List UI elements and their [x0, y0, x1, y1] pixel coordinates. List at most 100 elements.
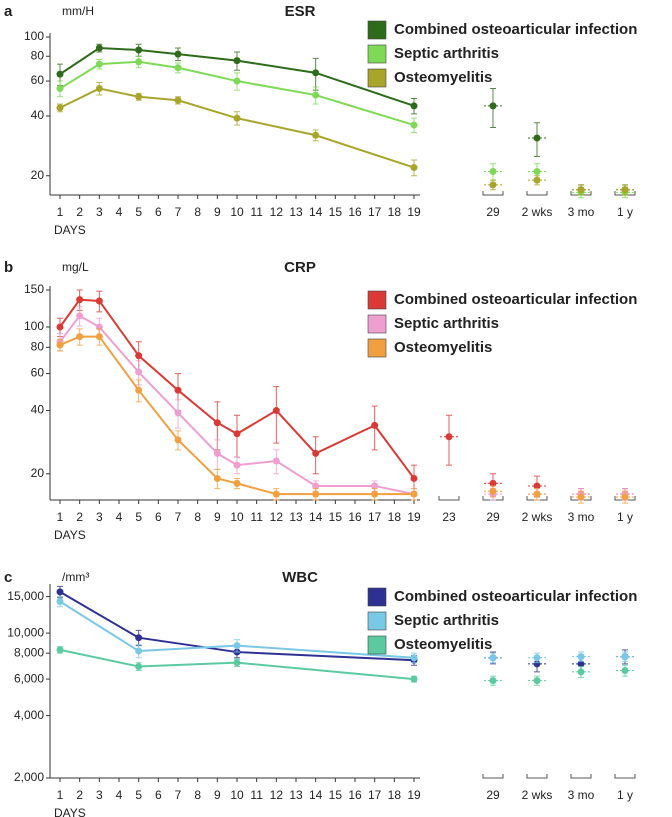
legend-swatch — [367, 20, 387, 40]
followup-point — [533, 134, 541, 142]
panel-label: c — [4, 569, 12, 586]
x-tick-label: 5 — [135, 510, 142, 524]
followup-point — [577, 668, 585, 676]
data-point — [56, 588, 64, 596]
data-point — [56, 70, 64, 78]
x-tick-label: 10 — [230, 205, 244, 219]
y-tick-label: 20 — [31, 466, 45, 480]
chart-title: CRP — [284, 259, 316, 276]
data-point — [312, 482, 320, 490]
followup-point — [533, 677, 541, 685]
followup-point — [621, 667, 629, 675]
chart-title: WBC — [282, 569, 318, 586]
x-tick-label: 11 — [250, 205, 263, 219]
followup-point — [533, 482, 541, 490]
data-point — [135, 46, 143, 54]
series-line — [59, 591, 415, 662]
legend-swatch — [367, 68, 387, 88]
legend-label: Osteomyelitis — [394, 339, 492, 356]
followup-label: 1 y — [617, 205, 633, 219]
followup-bracket — [526, 774, 548, 779]
x-tick-label: 18 — [388, 510, 402, 524]
data-point — [213, 474, 221, 482]
x-tick-label: 5 — [135, 788, 142, 802]
x-tick-label: 9 — [214, 510, 221, 524]
x-tick-label: 3 — [96, 510, 103, 524]
legend-label: Combined osteoarticular infection — [394, 21, 637, 38]
y-tick-label: 4,000 — [14, 708, 44, 722]
followup-label: 1 y — [617, 788, 633, 802]
data-point — [410, 474, 418, 482]
x-tick-label: 1 — [57, 510, 64, 524]
x-tick-label: 2 — [76, 205, 83, 219]
data-point — [135, 386, 143, 394]
x-tick-label: 6 — [155, 788, 162, 802]
x-tick-label: 4 — [116, 510, 123, 524]
x-tick-label: 15 — [329, 788, 343, 802]
x-tick-label: 12 — [270, 788, 284, 802]
error-bar — [273, 386, 280, 444]
legend-swatch — [367, 587, 387, 607]
data-point — [233, 642, 241, 650]
x-tick-label: 14 — [309, 205, 323, 219]
followup-bracket — [614, 774, 636, 779]
legend-label: Osteomyelitis — [394, 636, 492, 653]
data-point — [371, 482, 379, 490]
data-point — [135, 58, 143, 66]
legend-swatch — [367, 338, 387, 358]
x-tick-label: 17 — [368, 510, 382, 524]
followup-point — [489, 102, 497, 110]
data-point — [233, 57, 241, 65]
y-tick-label: 2,000 — [14, 770, 44, 784]
data-point — [56, 598, 64, 606]
data-point — [135, 662, 143, 670]
legend-label: Septic arthritis — [394, 315, 499, 332]
followup-bracket — [482, 774, 504, 779]
x-tick-label: 8 — [194, 205, 201, 219]
data-point — [410, 490, 418, 498]
data-point — [135, 93, 143, 101]
x-tick-label: 16 — [348, 788, 362, 802]
data-point — [312, 131, 320, 139]
followup-point — [489, 487, 497, 495]
y-tick-label: 60 — [31, 366, 45, 380]
data-point — [233, 430, 241, 438]
x-tick-label: 14 — [309, 510, 323, 524]
data-point — [135, 647, 143, 655]
followup-point — [489, 677, 497, 685]
followup-bracket — [482, 191, 504, 196]
y-tick-label: 150 — [24, 282, 44, 296]
data-point — [312, 490, 320, 498]
x-tick-label: 8 — [194, 510, 201, 524]
data-point — [76, 312, 84, 320]
followup-point — [533, 490, 541, 498]
x-tick-label: 16 — [348, 205, 362, 219]
x-tick-label: 7 — [175, 510, 182, 524]
data-point — [410, 654, 418, 662]
chart-title: ESR — [285, 3, 316, 20]
x-tick-label: 4 — [116, 788, 123, 802]
x-tick-label: 18 — [388, 205, 402, 219]
followup-point — [489, 479, 497, 487]
data-point — [95, 85, 103, 93]
x-tick-label: 19 — [407, 205, 421, 219]
legend-swatch — [367, 611, 387, 631]
y-tick-label: 100 — [24, 29, 44, 43]
x-tick-label: 6 — [155, 205, 162, 219]
legend-swatch — [367, 290, 387, 310]
x-tick-label: 9 — [214, 205, 221, 219]
followup-point — [577, 653, 585, 661]
data-point — [95, 44, 103, 52]
x-tick-label: 1 — [57, 205, 64, 219]
data-point — [174, 64, 182, 72]
y-tick-label: 80 — [31, 340, 45, 354]
followup-label: 2 wks — [522, 788, 553, 802]
followup-point — [489, 654, 497, 662]
followup-bracket — [438, 496, 460, 501]
followup-point — [577, 660, 585, 668]
x-tick-label: 15 — [329, 205, 343, 219]
data-point — [233, 114, 241, 122]
x-axis-label: DAYS — [54, 806, 86, 817]
y-tick-label: 40 — [31, 108, 45, 122]
